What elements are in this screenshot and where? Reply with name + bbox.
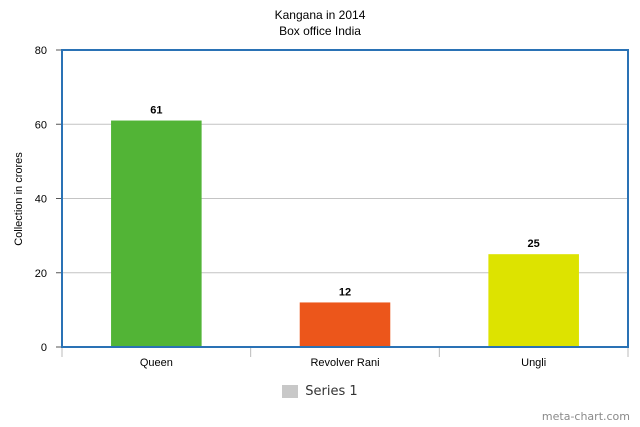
y-tick-label: 20 — [35, 268, 47, 280]
watermark: meta-chart.com — [541, 410, 630, 423]
bars — [111, 120, 579, 347]
x-tick-label: Revolver Rani — [310, 357, 379, 369]
legend-label: Series 1 — [305, 384, 358, 399]
x-tick-label: Queen — [140, 357, 173, 369]
legend-swatch — [282, 385, 299, 398]
y-axis-label: Collection in crores — [13, 152, 25, 246]
data-labels: 61 12 25 — [150, 105, 540, 299]
bar-ungli — [488, 254, 579, 347]
y-tick-label: 60 — [35, 119, 47, 131]
y-tick-label: 0 — [41, 342, 47, 354]
x-axis-ticks: Queen Revolver Rani Ungli — [61, 347, 629, 369]
bar-queen — [111, 120, 202, 347]
data-label: 12 — [339, 286, 351, 298]
bar-revolver-rani — [299, 302, 391, 347]
chart-subtitle: Box office India — [279, 24, 361, 38]
chart-title: Kangana in 2014 — [275, 8, 366, 22]
data-label: 61 — [150, 105, 162, 117]
y-tick-label: 80 — [35, 45, 47, 57]
data-label: 25 — [528, 238, 540, 250]
y-axis-ticks: 0 20 40 60 80 — [35, 45, 62, 354]
x-tick-label: Ungli — [521, 357, 546, 369]
legend: Series 1 — [0, 384, 640, 399]
y-tick-label: 40 — [35, 194, 47, 206]
